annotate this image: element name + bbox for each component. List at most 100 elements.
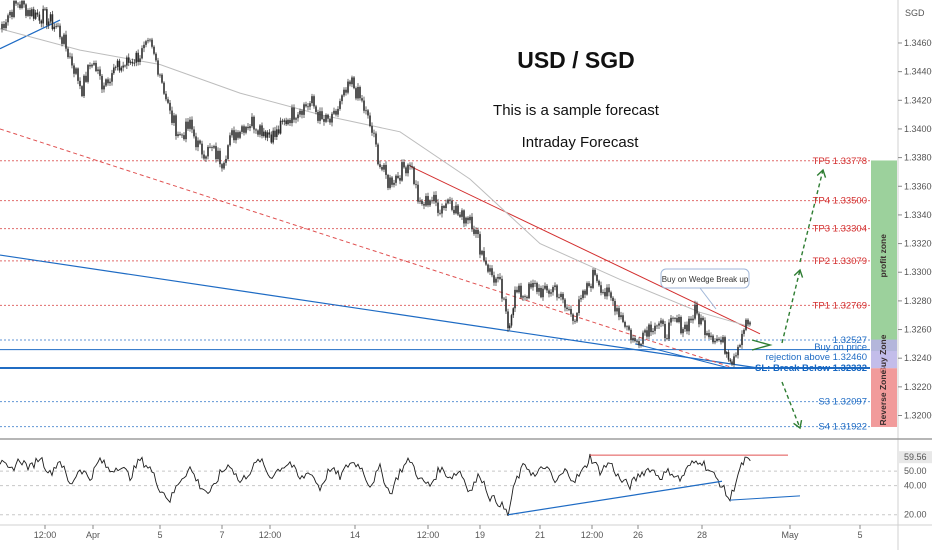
candle-body — [407, 164, 409, 174]
candle-body — [520, 285, 522, 298]
candle-body — [113, 67, 115, 74]
candle-body — [636, 341, 638, 342]
early-trend-line — [0, 19, 61, 50]
candle-body — [276, 129, 278, 137]
candle-body — [83, 75, 85, 97]
y-tick-label: 1.33800 — [904, 153, 932, 163]
candle-body — [351, 77, 353, 85]
candle-body — [644, 330, 646, 333]
candle-body — [165, 93, 167, 100]
candle-body — [676, 318, 678, 323]
candle-body — [103, 85, 105, 90]
candle-body — [606, 287, 608, 297]
candle-body — [347, 81, 349, 93]
candle-body — [209, 146, 211, 148]
callout-box: Buy on Wedge Break up — [660, 268, 750, 310]
candle-body — [299, 110, 301, 115]
candle-body — [95, 62, 97, 72]
candle-body — [237, 132, 239, 138]
candle-body — [660, 320, 662, 324]
candle-body — [692, 318, 694, 321]
candle-body — [731, 361, 733, 365]
candle-body — [201, 143, 203, 155]
candle-body — [57, 25, 59, 27]
y-tick-label: 1.33200 — [904, 239, 932, 249]
candle-body — [443, 206, 445, 209]
candle-body — [449, 199, 451, 201]
candle-body — [664, 323, 666, 339]
candle-body — [698, 313, 700, 325]
candle-body — [562, 293, 564, 300]
level-label: TP3 1.33304 — [813, 224, 867, 235]
candle-body — [658, 323, 660, 326]
level-label: SL: Break Below 1.32332 — [755, 363, 867, 374]
y-tick-label: 1.34600 — [904, 38, 932, 48]
candle-body — [672, 317, 674, 319]
candle-body — [27, 10, 29, 16]
x-tick-label: 12:00 — [259, 530, 282, 540]
rsi-value-tag — [899, 451, 932, 464]
candle-body — [127, 57, 130, 63]
candle-body — [187, 121, 189, 129]
candle-body — [437, 202, 439, 213]
candle-body — [217, 150, 219, 160]
candle-body — [319, 111, 321, 121]
wedge-support-line — [634, 343, 731, 369]
candle-body — [516, 289, 518, 293]
candle-body — [343, 89, 345, 96]
candle-body — [477, 229, 479, 235]
candle-body — [590, 286, 592, 288]
candle-body — [467, 217, 469, 221]
buy-text-2: rejection above 1.32460 — [766, 352, 867, 363]
candle-body — [199, 140, 201, 144]
candle-body — [694, 304, 696, 319]
x-tick-label: 12:00 — [34, 530, 57, 540]
candle-body — [714, 340, 716, 343]
y-tick-label: 1.34200 — [904, 95, 932, 105]
x-tick-label: 21 — [535, 530, 545, 540]
rsi-trend-line — [507, 480, 723, 516]
candle-body — [9, 11, 11, 16]
candle-body — [345, 89, 347, 93]
level-label: 1.32527 — [833, 335, 867, 346]
dashed-channel-line — [0, 128, 731, 368]
candle-body — [453, 209, 455, 214]
candle-body — [578, 299, 580, 314]
candle-body — [157, 60, 159, 75]
candle-body — [163, 82, 165, 94]
candle-body — [311, 96, 313, 104]
candle-body — [355, 88, 357, 99]
trend-lines — [0, 19, 761, 369]
candle-body — [724, 337, 726, 354]
candle-body — [249, 126, 251, 129]
down-arrow-head — [793, 420, 803, 430]
candle-body — [441, 206, 443, 214]
up-arrow-1-head — [793, 268, 804, 278]
candle-body — [97, 69, 99, 72]
x-tick-label: 12:00 — [581, 530, 604, 540]
candle-body — [749, 322, 751, 325]
candle-body — [337, 108, 339, 115]
candle-body — [716, 338, 718, 341]
candle-body — [385, 164, 387, 175]
candle-body — [243, 126, 245, 133]
candle-body — [733, 356, 735, 365]
callout-text: Buy on Wedge Break up — [662, 275, 749, 284]
candle-body — [189, 119, 191, 129]
candle-body — [696, 304, 698, 314]
candle-body — [122, 65, 124, 68]
chart-title: USD / SGD — [517, 47, 635, 73]
candle-body — [59, 25, 61, 38]
candle-body — [650, 324, 652, 333]
rsi-layer — [0, 451, 932, 517]
x-tick-label: May — [781, 530, 799, 540]
candle-body — [40, 20, 43, 24]
candle-body — [475, 229, 477, 234]
candle-body — [268, 132, 271, 135]
candle-body — [682, 329, 684, 334]
candle-body — [101, 75, 103, 90]
candle-body — [524, 296, 526, 298]
candle-body — [215, 146, 217, 160]
